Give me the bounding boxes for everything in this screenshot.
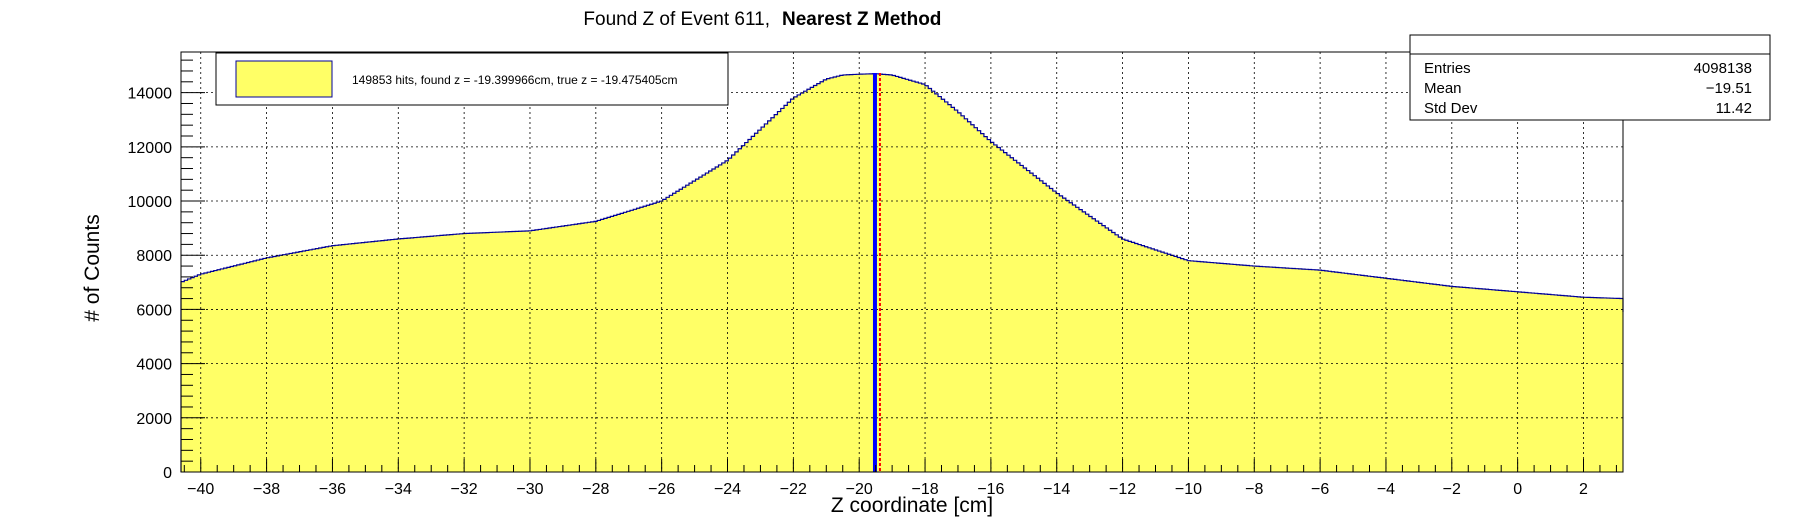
y-tick-label: 4000 [136,357,172,374]
x-axis-ticks: −40 −38 −36 −34 −32 −30 −28 −26 −24 −22 −20 −18 −16−… [183,459,1617,498]
y-axis-label: # of Counts [81,214,104,321]
x-tick-label: −24 [714,481,741,498]
x-tick-label: −8 [1245,481,1263,498]
x-tick-label: 2 [1579,481,1588,498]
stats-label-stddev: Std Dev [1424,100,1478,117]
stats-label-mean: Mean [1424,80,1462,97]
x-tick-label: −22 [780,481,807,498]
x-tick-label: −4 [1377,481,1395,498]
y-tick-label: 8000 [136,248,172,265]
chart-title: Found Z of Event 611, [583,9,770,30]
legend-swatch [235,60,333,98]
histogram-fill [181,73,1623,472]
histogram-outline [180,73,1624,472]
x-tick-label: −36 [319,481,346,498]
x-tick-label: −32 [451,481,478,498]
chart-title-method: Nearest Z Method [782,9,941,30]
y-tick-label: 0 [163,465,172,482]
stats-label-entries: Entries [1424,60,1471,77]
x-tick-label: −20 [846,481,873,498]
x-tick-label: −40 [187,481,214,498]
stats-box: Entries 4098138 Mean −19.51 Std Dev 11.4… [1409,34,1771,121]
stats-frame [1409,34,1771,121]
stats-value-stddev: 11.42 [1716,100,1752,117]
y-tick-label: 12000 [128,140,173,157]
x-tick-label: 0 [1513,481,1522,498]
plot-frame [180,51,1624,473]
x-axis-label: Z coordinate [cm] [831,494,993,517]
x-tick-label: −28 [582,481,609,498]
y-tick-label: 10000 [128,194,173,211]
x-tick-label: −2 [1443,481,1461,498]
x-tick-label: −38 [253,481,280,498]
x-tick-label: −6 [1311,481,1329,498]
x-tick-label: −30 [516,481,543,498]
x-tick-label: −12 [1109,481,1136,498]
y-tick-label: 2000 [136,411,172,428]
y-tick-label: 14000 [128,86,173,103]
legend-label: 149853 hits, found z = -19.399966cm, tru… [352,73,678,87]
legend: 149853 hits, found z = -19.399966cm, tru… [215,52,729,106]
x-tick-label: −34 [385,481,412,498]
x-tick-label: −26 [648,481,675,498]
stats-value-entries: 4098138 [1694,60,1752,77]
y-tick-label: 6000 [136,302,172,319]
x-tick-label: −18 [911,481,938,498]
stats-value-mean: −19.51 [1706,80,1752,97]
x-tick-label: −14 [1043,481,1070,498]
x-tick-label: −16 [977,481,1004,498]
y-axis-ticks: 0 2000 4000 6000 8000 10000 12000 14000 [128,59,205,482]
x-tick-label: −10 [1175,481,1202,498]
